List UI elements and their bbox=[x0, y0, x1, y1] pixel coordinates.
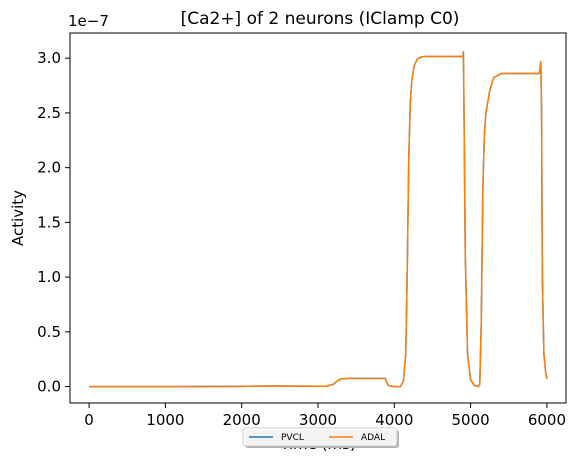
legend-box bbox=[242, 427, 398, 447]
x-tick-label: 2000 bbox=[223, 411, 261, 429]
y-axis-label: Activity bbox=[9, 190, 27, 246]
legend-entry: ADAL bbox=[361, 433, 385, 443]
chart-title: [Ca2+] of 2 neurons (IClamp C0) bbox=[181, 9, 460, 29]
y-tick-label: 3.0 bbox=[37, 49, 61, 67]
legend-entry: PVCL bbox=[281, 433, 304, 443]
x-tick-label: 1000 bbox=[146, 411, 184, 429]
y-tick-label: 2.5 bbox=[37, 104, 61, 122]
y-tick-label: 0.0 bbox=[37, 378, 61, 396]
x-tick-label: 4000 bbox=[375, 411, 413, 429]
series-line-adal bbox=[89, 50, 548, 388]
x-tick-label: 0 bbox=[84, 411, 94, 429]
y-tick-label: 2.0 bbox=[37, 159, 61, 177]
plot-area bbox=[89, 50, 548, 388]
y-tick-label: 0.5 bbox=[37, 323, 61, 341]
y-tick-label: 1.5 bbox=[37, 213, 61, 231]
x-tick-label: 5000 bbox=[452, 411, 490, 429]
x-tick-label: 3000 bbox=[299, 411, 337, 429]
x-axis-ticks: 0 1000 2000 3000 4000 5000 6000 bbox=[84, 403, 566, 429]
legend: PVCL ADAL bbox=[242, 427, 399, 448]
y-axis-ticks: 0.0 0.5 1.0 1.5 2.0 2.5 3.0 bbox=[37, 49, 70, 396]
x-tick-label: 6000 bbox=[528, 411, 566, 429]
y-offset-label: 1e−7 bbox=[68, 12, 109, 30]
y-tick-label: 1.0 bbox=[37, 268, 61, 286]
